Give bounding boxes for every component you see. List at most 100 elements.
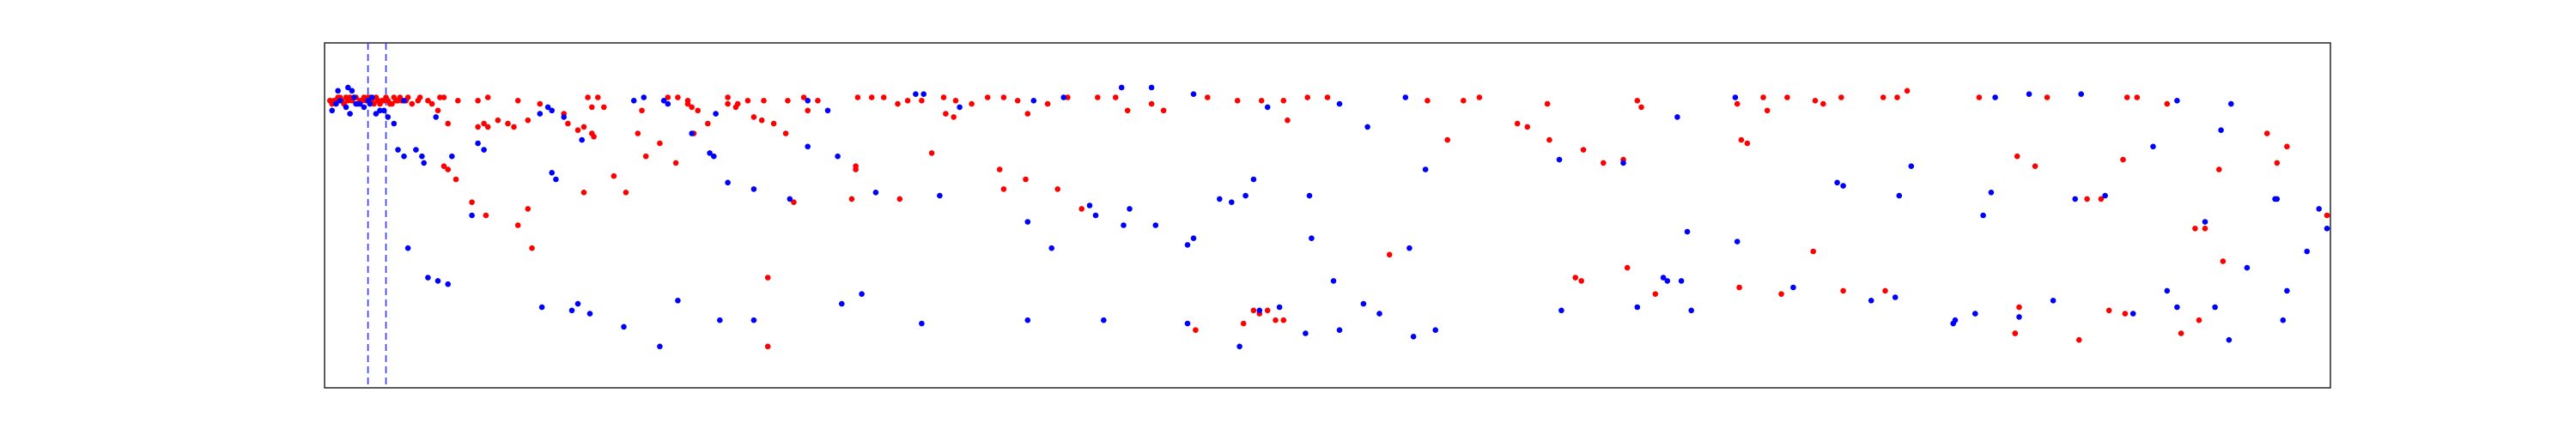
data-point-s1-127 — [1738, 136, 1745, 143]
data-point-s2-55 — [335, 88, 341, 94]
data-point-s1-177 — [611, 172, 617, 179]
data-point-s2-148 — [2129, 311, 2136, 317]
data-point-s1-111 — [782, 130, 789, 136]
data-point-s1-141 — [2284, 143, 2290, 150]
data-point-s2-133 — [1336, 327, 1343, 334]
data-point-s1-133 — [2084, 196, 2090, 202]
data-point-s1-204 — [1652, 291, 1659, 298]
data-point-s1-74 — [1760, 94, 1766, 100]
data-point-s1-43 — [800, 94, 807, 100]
data-point-s2-78 — [937, 192, 943, 199]
data-point-s1-136 — [2192, 226, 2198, 232]
data-point-s1-100 — [591, 134, 597, 140]
data-point-s1-61 — [1205, 94, 1211, 100]
data-point-s2-56 — [345, 84, 351, 91]
data-point-s1-137 — [2202, 226, 2208, 232]
data-point-s1-77 — [1820, 100, 1826, 107]
data-point-s1-59 — [1112, 94, 1119, 100]
data-point-s2-146 — [2016, 314, 2022, 320]
data-point-s1-157 — [389, 100, 395, 107]
data-point-s1-184 — [853, 166, 859, 172]
data-point-s2-103 — [1834, 179, 1840, 186]
data-point-s2-128 — [1184, 320, 1191, 327]
data-point-s1-29 — [514, 98, 521, 104]
data-point-s1-41 — [761, 98, 767, 104]
data-point-s1-96 — [565, 120, 571, 127]
data-point-s1-125 — [1601, 160, 1607, 166]
data-point-s2-142 — [1892, 294, 1899, 300]
data-point-s1-90 — [484, 124, 491, 130]
data-point-s1-118 — [1160, 107, 1167, 114]
data-point-s1-60 — [1148, 100, 1155, 107]
data-point-s1-170 — [525, 206, 532, 212]
data-point-s1-102 — [639, 107, 645, 114]
data-point-s1-191 — [1054, 186, 1060, 192]
data-point-s2-77 — [872, 190, 879, 196]
data-point-s1-64 — [1280, 98, 1287, 104]
data-point-s1-27 — [475, 98, 481, 104]
data-point-s1-174 — [657, 140, 663, 147]
data-point-s1-123 — [1546, 136, 1552, 143]
data-point-s1-32 — [589, 104, 595, 111]
data-point-s1-81 — [1976, 94, 1983, 100]
data-point-s1-31 — [585, 94, 591, 100]
data-point-s1-92 — [505, 120, 511, 127]
data-point-s2-132 — [1303, 330, 1309, 336]
data-point-s1-198 — [1280, 317, 1287, 323]
data-point-s1-185 — [848, 196, 855, 202]
data-point-s2-151 — [2280, 317, 2287, 323]
data-point-s2-158 — [2218, 127, 2224, 133]
data-point-s2-63 — [469, 212, 475, 219]
data-point-s1-218 — [2220, 258, 2227, 264]
data-point-s1-212 — [2016, 304, 2022, 311]
data-point-s1-25 — [440, 94, 447, 100]
data-point-s2-98 — [1664, 278, 1671, 284]
data-point-s2-120 — [675, 298, 681, 304]
data-point-s1-120 — [1444, 136, 1450, 143]
data-point-s1-50 — [940, 94, 947, 100]
data-point-s2-152 — [2304, 248, 2310, 255]
data-point-s2-54 — [413, 147, 419, 153]
data-point-s1-116 — [1024, 111, 1031, 117]
data-point-s1-58 — [1095, 94, 1101, 100]
data-point-s2-37 — [1148, 84, 1155, 91]
data-point-s2-156 — [2244, 264, 2251, 271]
data-point-s1-143 — [329, 100, 336, 107]
data-point-s2-11 — [373, 111, 380, 117]
data-point-s1-179 — [672, 160, 679, 166]
data-point-s1-156 — [385, 98, 392, 104]
data-point-s2-90 — [1242, 192, 1249, 199]
data-point-s2-121 — [717, 317, 723, 323]
data-point-s2-18 — [419, 153, 425, 160]
data-point-s2-33 — [957, 104, 963, 111]
data-point-s1-169 — [514, 222, 521, 228]
data-point-s2-97 — [1660, 275, 1667, 281]
data-point-s2-57 — [349, 88, 355, 94]
data-point-s2-71 — [711, 153, 717, 160]
data-point-s1-138 — [2216, 166, 2222, 172]
data-point-s1-105 — [695, 107, 701, 114]
data-point-s1-62 — [1234, 98, 1241, 104]
data-point-s1-57 — [1065, 94, 1071, 100]
data-point-s1-106 — [725, 100, 731, 107]
data-point-s1-112 — [805, 107, 811, 114]
data-point-s1-131 — [2014, 153, 2020, 160]
data-point-s2-46 — [1732, 94, 1739, 100]
data-point-s1-119 — [1285, 117, 1291, 124]
data-point-s1-164 — [440, 163, 447, 169]
data-point-s2-105 — [1896, 192, 1903, 199]
data-point-s2-106 — [1908, 163, 1915, 169]
data-point-s2-38 — [1190, 91, 1197, 97]
data-point-s1-91 — [495, 117, 501, 124]
data-point-s1-190 — [1023, 176, 1029, 183]
data-point-s2-112 — [404, 245, 411, 251]
data-point-s2-102 — [1790, 284, 1796, 291]
data-point-s2-16 — [395, 147, 401, 153]
data-point-s1-132 — [2032, 163, 2038, 169]
data-point-s1-181 — [764, 343, 771, 350]
data-point-s2-79 — [1024, 219, 1031, 225]
data-point-s1-202 — [1578, 278, 1584, 284]
data-point-s1-214 — [2105, 307, 2112, 314]
data-point-s1-114 — [943, 111, 949, 117]
